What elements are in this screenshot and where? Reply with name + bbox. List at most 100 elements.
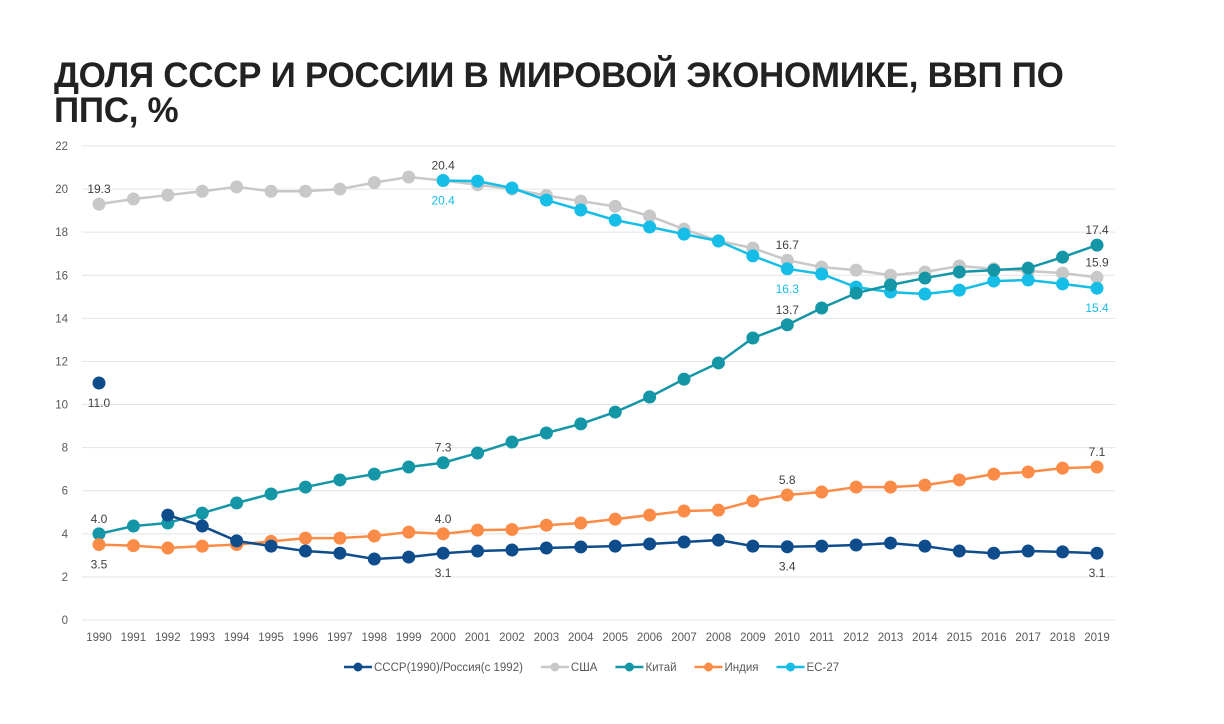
legend-label-1: США bbox=[571, 662, 598, 674]
data-point bbox=[987, 274, 1001, 288]
y-tick-label: 22 bbox=[55, 141, 68, 153]
x-tick-label: 2016 bbox=[981, 632, 1007, 644]
data-point bbox=[780, 262, 794, 276]
x-tick-label: 1994 bbox=[224, 632, 250, 644]
data-point bbox=[195, 519, 209, 533]
data-label: 17.4 bbox=[1085, 223, 1109, 237]
data-point bbox=[436, 173, 450, 187]
series-line-0 bbox=[167, 513, 1098, 561]
data-point bbox=[505, 181, 519, 195]
data-point bbox=[1021, 273, 1035, 287]
data-point bbox=[402, 525, 416, 539]
legend-marker-3 bbox=[704, 662, 714, 672]
data-point bbox=[402, 550, 416, 564]
x-tick-label: 2001 bbox=[465, 632, 491, 644]
data-point bbox=[1056, 250, 1070, 264]
data-point bbox=[918, 287, 932, 301]
data-point bbox=[436, 546, 450, 560]
data-point bbox=[780, 488, 794, 502]
data-point bbox=[711, 234, 725, 248]
data-point bbox=[539, 541, 553, 555]
data-point bbox=[1090, 238, 1104, 252]
x-tick-label: 1997 bbox=[327, 632, 353, 644]
data-point bbox=[987, 546, 1001, 560]
data-point bbox=[264, 184, 278, 198]
data-point bbox=[643, 390, 657, 404]
data-point bbox=[815, 267, 829, 281]
data-point bbox=[539, 426, 553, 440]
data-label: 16.7 bbox=[776, 238, 800, 252]
data-point bbox=[815, 485, 829, 499]
data-point bbox=[677, 504, 691, 518]
legend-marker-1 bbox=[550, 662, 560, 672]
x-tick-label: 2004 bbox=[568, 632, 594, 644]
data-label: 15.4 bbox=[1085, 301, 1109, 315]
x-tick-label: 1993 bbox=[189, 632, 215, 644]
x-tick-label: 1990 bbox=[86, 632, 112, 644]
data-point bbox=[161, 188, 175, 202]
x-tick-label: 1991 bbox=[121, 632, 147, 644]
data-point bbox=[918, 478, 932, 492]
data-point bbox=[436, 527, 450, 541]
legend-label-3: Индия bbox=[725, 662, 759, 674]
data-label: 3.5 bbox=[91, 558, 108, 572]
data-point bbox=[126, 192, 140, 206]
x-tick-label: 2002 bbox=[499, 632, 525, 644]
x-tick-label: 2008 bbox=[706, 632, 732, 644]
data-point bbox=[230, 496, 244, 510]
x-tick-label: 2006 bbox=[637, 632, 663, 644]
y-tick-label: 18 bbox=[55, 227, 68, 239]
data-point bbox=[746, 249, 760, 263]
data-point bbox=[161, 508, 175, 522]
data-label: 11.0 bbox=[88, 396, 111, 410]
data-point bbox=[574, 417, 588, 431]
data-label: 3.4 bbox=[779, 560, 796, 574]
series-line-3 bbox=[98, 465, 1098, 550]
data-label: 20.4 bbox=[431, 158, 455, 172]
data-label: 4.0 bbox=[435, 512, 452, 526]
data-point bbox=[298, 184, 312, 198]
x-tick-label: 2015 bbox=[947, 632, 973, 644]
data-point bbox=[815, 539, 829, 553]
data-point bbox=[746, 494, 760, 508]
data-point bbox=[505, 523, 519, 537]
legend-marker-4 bbox=[786, 662, 796, 672]
data-point bbox=[92, 376, 106, 390]
data-point bbox=[952, 283, 966, 297]
data-point bbox=[918, 271, 932, 285]
legend-label-2: Китай bbox=[645, 662, 676, 674]
x-tick-label: 2018 bbox=[1050, 632, 1076, 644]
data-point bbox=[884, 278, 898, 292]
x-tick-label: 1992 bbox=[155, 632, 181, 644]
data-point bbox=[987, 263, 1001, 277]
data-point bbox=[505, 543, 519, 557]
data-point bbox=[884, 480, 898, 494]
data-point bbox=[677, 535, 691, 549]
data-point bbox=[677, 372, 691, 386]
legend-label-0: СССР(1990)/Россия(с 1992) bbox=[374, 662, 523, 674]
y-tick-label: 10 bbox=[55, 400, 68, 412]
data-label: 7.3 bbox=[435, 441, 452, 455]
x-tick-label: 2013 bbox=[878, 632, 904, 644]
data-point bbox=[952, 265, 966, 279]
x-tick-label: 2003 bbox=[534, 632, 560, 644]
data-point bbox=[849, 480, 863, 494]
x-tick-label: 1999 bbox=[396, 632, 422, 644]
x-tick-label: 2010 bbox=[774, 632, 800, 644]
data-point bbox=[574, 540, 588, 554]
data-point bbox=[471, 174, 485, 188]
data-point bbox=[367, 467, 381, 481]
data-point bbox=[230, 180, 244, 194]
data-point bbox=[367, 529, 381, 543]
data-label: 3.1 bbox=[1089, 566, 1106, 580]
data-point bbox=[746, 331, 760, 345]
data-label: 16.3 bbox=[776, 282, 800, 296]
data-point bbox=[815, 301, 829, 315]
data-label: 7.1 bbox=[1089, 445, 1106, 459]
data-point bbox=[574, 203, 588, 217]
x-tick-label: 2012 bbox=[843, 632, 869, 644]
x-tick-label: 2005 bbox=[602, 632, 628, 644]
data-point bbox=[643, 508, 657, 522]
data-point bbox=[643, 537, 657, 551]
data-point bbox=[952, 544, 966, 558]
